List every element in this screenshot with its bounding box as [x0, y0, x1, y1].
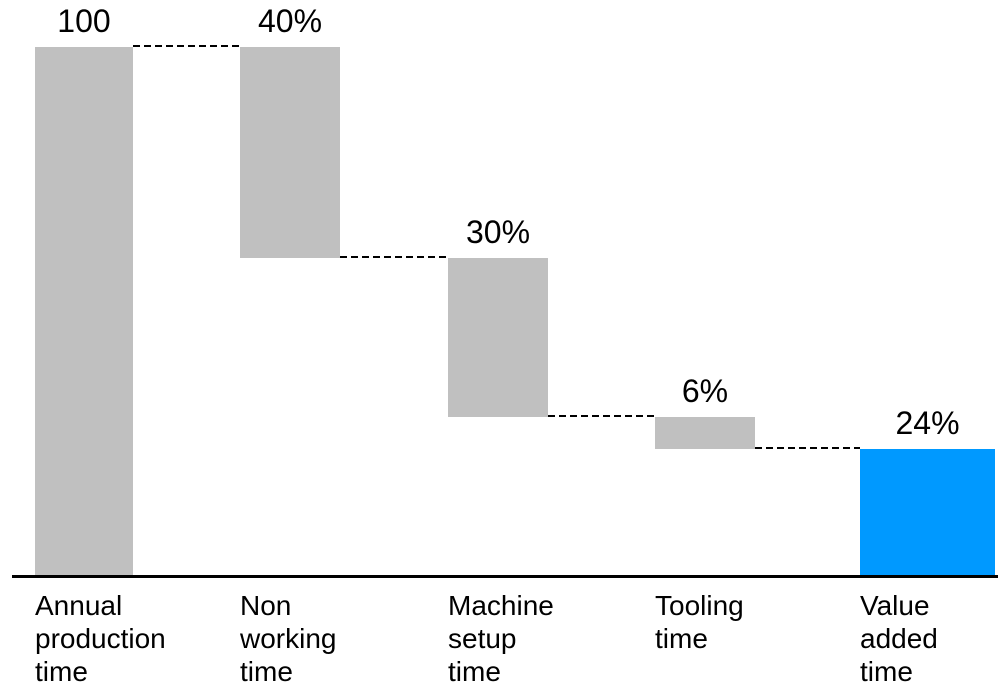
category-line: time	[448, 656, 501, 687]
category-line: time	[35, 656, 88, 687]
value-label-value-added-time: 24%	[895, 404, 960, 441]
category-line: added	[860, 623, 938, 654]
category-line: time	[655, 623, 708, 654]
bar-non-working-time	[240, 46, 340, 259]
connector-line	[340, 256, 448, 259]
category-line: Value	[860, 590, 930, 621]
category-line: Machine	[448, 590, 554, 621]
category-line: Annual	[35, 590, 123, 621]
bar-value-added-time	[860, 448, 995, 576]
bar-machine-setup-time	[448, 258, 548, 417]
category-line: time	[240, 656, 293, 687]
connector-line	[755, 446, 860, 449]
category-label-non-working-time: Non working time	[240, 589, 336, 688]
connector-line	[133, 44, 240, 47]
bar-tooling-time	[655, 416, 755, 449]
category-line: working	[240, 623, 337, 654]
value-label-non-working-time: 40%	[257, 2, 323, 39]
category-label-tooling-time: Tooling time	[655, 589, 744, 655]
category-label-value-added-time: Value added time	[860, 589, 938, 688]
category-line: production	[35, 623, 166, 654]
category-line: time	[860, 656, 913, 687]
x-axis-line	[12, 575, 998, 578]
category-label-annual-production-time: Annual production time	[35, 589, 166, 688]
category-line: Tooling	[655, 590, 744, 621]
value-label-annual-production-time: 100	[57, 2, 111, 39]
category-line: setup	[448, 623, 517, 654]
category-label-machine-setup-time: Machine setup time	[448, 589, 554, 688]
bar-annual-production-time	[35, 46, 133, 576]
value-label-tooling-time: 6%	[681, 372, 729, 409]
value-label-machine-setup-time: 30%	[465, 214, 531, 251]
category-line: Non	[240, 590, 292, 621]
connector-line	[548, 414, 655, 417]
